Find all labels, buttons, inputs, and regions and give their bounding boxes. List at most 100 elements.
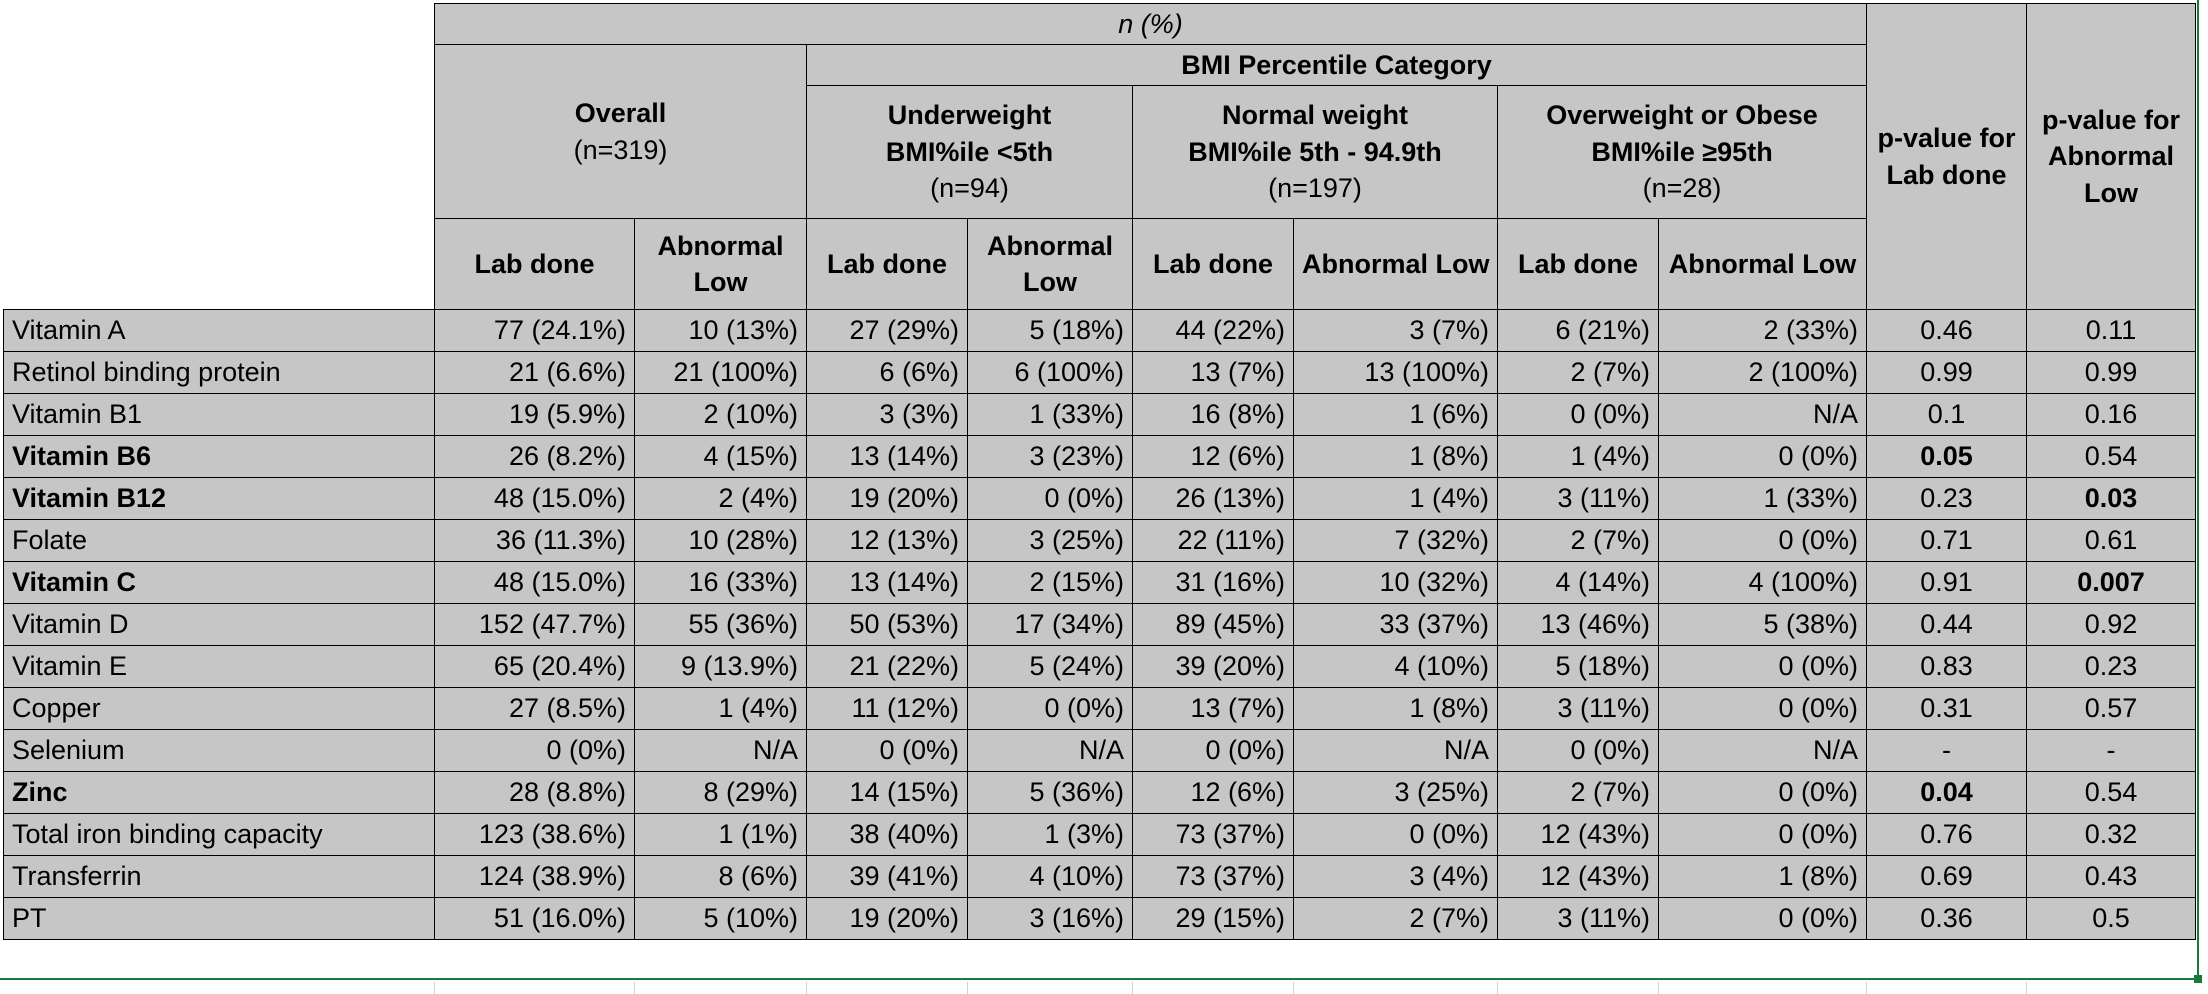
p-value-low-cell[interactable]: 0.92 (2026, 603, 2197, 646)
value-cell[interactable]: 7 (32%) (1293, 519, 1498, 562)
row-label-cell[interactable]: Vitamin A (3, 309, 435, 352)
value-cell[interactable]: 1 (8%) (1293, 687, 1498, 730)
row-label-cell[interactable]: Vitamin B12 (3, 477, 435, 520)
row-label-cell[interactable]: Vitamin D (3, 603, 435, 646)
value-cell[interactable]: 28 (8.8%) (434, 771, 635, 814)
value-cell[interactable]: 2 (7%) (1497, 771, 1659, 814)
p-value-lab-cell[interactable]: 0.05 (1866, 435, 2028, 478)
value-cell[interactable]: 65 (20.4%) (434, 645, 635, 688)
p-value-lab-cell[interactable]: 0.69 (1866, 855, 2028, 898)
p-value-low-cell[interactable]: 0.54 (2026, 771, 2197, 814)
p-value-abnormal-low-header[interactable]: p-value for Abnormal Low (2026, 3, 2197, 310)
p-value-low-cell[interactable]: 0.16 (2026, 393, 2197, 436)
value-cell[interactable]: 3 (25%) (967, 519, 1133, 562)
value-cell[interactable]: 27 (29%) (806, 309, 968, 352)
row-label-cell[interactable]: Vitamin B1 (3, 393, 435, 436)
value-cell[interactable]: 6 (100%) (967, 351, 1133, 394)
value-cell[interactable]: 6 (6%) (806, 351, 968, 394)
row-label-cell[interactable]: Transferrin (3, 855, 435, 898)
value-cell[interactable]: 14 (15%) (806, 771, 968, 814)
value-cell[interactable]: N/A (634, 729, 807, 772)
p-value-lab-cell[interactable]: 0.83 (1866, 645, 2028, 688)
value-cell[interactable]: 5 (10%) (634, 897, 807, 940)
value-cell[interactable]: 21 (100%) (634, 351, 807, 394)
p-value-lab-cell[interactable]: 0.91 (1866, 561, 2028, 604)
underweight-header[interactable]: Underweight BMI%ile <5th (n=94) (806, 85, 1133, 219)
value-cell[interactable]: 12 (6%) (1132, 771, 1294, 814)
value-cell[interactable]: 44 (22%) (1132, 309, 1294, 352)
value-cell[interactable]: 26 (8.2%) (434, 435, 635, 478)
row-label-cell[interactable]: Selenium (3, 729, 435, 772)
value-cell[interactable]: 1 (4%) (634, 687, 807, 730)
value-cell[interactable]: 0 (0%) (1657, 771, 1868, 814)
value-cell[interactable]: 16 (8%) (1132, 393, 1294, 436)
value-cell[interactable]: 3 (3%) (806, 393, 968, 436)
row-label-cell[interactable]: Folate (3, 519, 435, 562)
overall-lab-done-header[interactable]: Lab done (434, 218, 635, 310)
value-cell[interactable]: 48 (15.0%) (434, 561, 635, 604)
value-cell[interactable]: 39 (41%) (806, 855, 968, 898)
p-value-lab-cell[interactable]: 0.76 (1866, 813, 2028, 856)
value-cell[interactable]: 4 (14%) (1497, 561, 1659, 604)
value-cell[interactable]: 38 (40%) (806, 813, 968, 856)
value-cell[interactable]: 123 (38.6%) (434, 813, 635, 856)
value-cell[interactable]: 36 (11.3%) (434, 519, 635, 562)
value-cell[interactable]: 89 (45%) (1132, 603, 1294, 646)
row-label-cell[interactable]: Total iron binding capacity (3, 813, 435, 856)
value-cell[interactable]: 3 (23%) (967, 435, 1133, 478)
p-value-low-cell[interactable]: - (2026, 729, 2197, 772)
value-cell[interactable]: 6 (21%) (1497, 309, 1659, 352)
value-cell[interactable]: 5 (36%) (967, 771, 1133, 814)
value-cell[interactable]: 33 (37%) (1293, 603, 1498, 646)
p-value-lab-cell[interactable]: 0.31 (1866, 687, 2028, 730)
value-cell[interactable]: 2 (100%) (1657, 351, 1868, 394)
value-cell[interactable]: 21 (22%) (806, 645, 968, 688)
p-value-lab-cell[interactable]: 0.04 (1866, 771, 2028, 814)
p-value-lab-cell[interactable]: 0.36 (1866, 897, 2028, 940)
value-cell[interactable]: 17 (34%) (967, 603, 1133, 646)
value-cell[interactable]: 13 (7%) (1132, 351, 1294, 394)
value-cell[interactable]: 2 (15%) (967, 561, 1133, 604)
value-cell[interactable]: 0 (0%) (1657, 435, 1868, 478)
p-value-low-cell[interactable]: 0.11 (2026, 309, 2197, 352)
bmi-category-header[interactable]: BMI Percentile Category (805, 44, 1868, 86)
value-cell[interactable]: 19 (20%) (806, 477, 968, 520)
normal-lab-done-header[interactable]: Lab done (1132, 218, 1294, 310)
p-value-low-cell[interactable]: 0.43 (2026, 855, 2197, 898)
value-cell[interactable]: 3 (16%) (967, 897, 1133, 940)
value-cell[interactable]: 0 (0%) (1497, 393, 1659, 436)
value-cell[interactable]: 2 (33%) (1657, 309, 1868, 352)
value-cell[interactable]: N/A (1657, 393, 1868, 436)
p-value-lab-cell[interactable]: 0.23 (1866, 477, 2028, 520)
value-cell[interactable]: 152 (47.7%) (434, 603, 635, 646)
value-cell[interactable]: 4 (100%) (1657, 561, 1868, 604)
value-cell[interactable]: 21 (6.6%) (434, 351, 635, 394)
value-cell[interactable]: 11 (12%) (806, 687, 968, 730)
row-label-cell[interactable]: Zinc (3, 771, 435, 814)
value-cell[interactable]: 0 (0%) (1293, 813, 1498, 856)
value-cell[interactable]: 12 (43%) (1497, 855, 1659, 898)
value-cell[interactable]: 1 (6%) (1293, 393, 1498, 436)
value-cell[interactable]: 5 (24%) (967, 645, 1133, 688)
value-cell[interactable]: 1 (33%) (1657, 477, 1868, 520)
row-label-cell[interactable]: Copper (3, 687, 435, 730)
value-cell[interactable]: 51 (16.0%) (434, 897, 635, 940)
value-cell[interactable]: 0 (0%) (806, 729, 968, 772)
p-value-low-cell[interactable]: 0.03 (2026, 477, 2197, 520)
value-cell[interactable]: 1 (8%) (1657, 855, 1868, 898)
value-cell[interactable]: 73 (37%) (1132, 855, 1294, 898)
value-cell[interactable]: 0 (0%) (1657, 687, 1868, 730)
value-cell[interactable]: 13 (46%) (1497, 603, 1659, 646)
value-cell[interactable]: 0 (0%) (967, 687, 1133, 730)
value-cell[interactable]: 3 (11%) (1497, 477, 1659, 520)
row-label-cell[interactable]: PT (3, 897, 435, 940)
row-label-cell[interactable]: Vitamin B6 (3, 435, 435, 478)
value-cell[interactable]: 0 (0%) (1132, 729, 1294, 772)
value-cell[interactable]: 2 (7%) (1497, 351, 1659, 394)
value-cell[interactable]: 77 (24.1%) (434, 309, 635, 352)
value-cell[interactable]: 12 (43%) (1497, 813, 1659, 856)
p-value-lab-cell[interactable]: 0.99 (1866, 351, 2028, 394)
value-cell[interactable]: 4 (10%) (1293, 645, 1498, 688)
value-cell[interactable]: 0 (0%) (434, 729, 635, 772)
value-cell[interactable]: 8 (29%) (634, 771, 807, 814)
